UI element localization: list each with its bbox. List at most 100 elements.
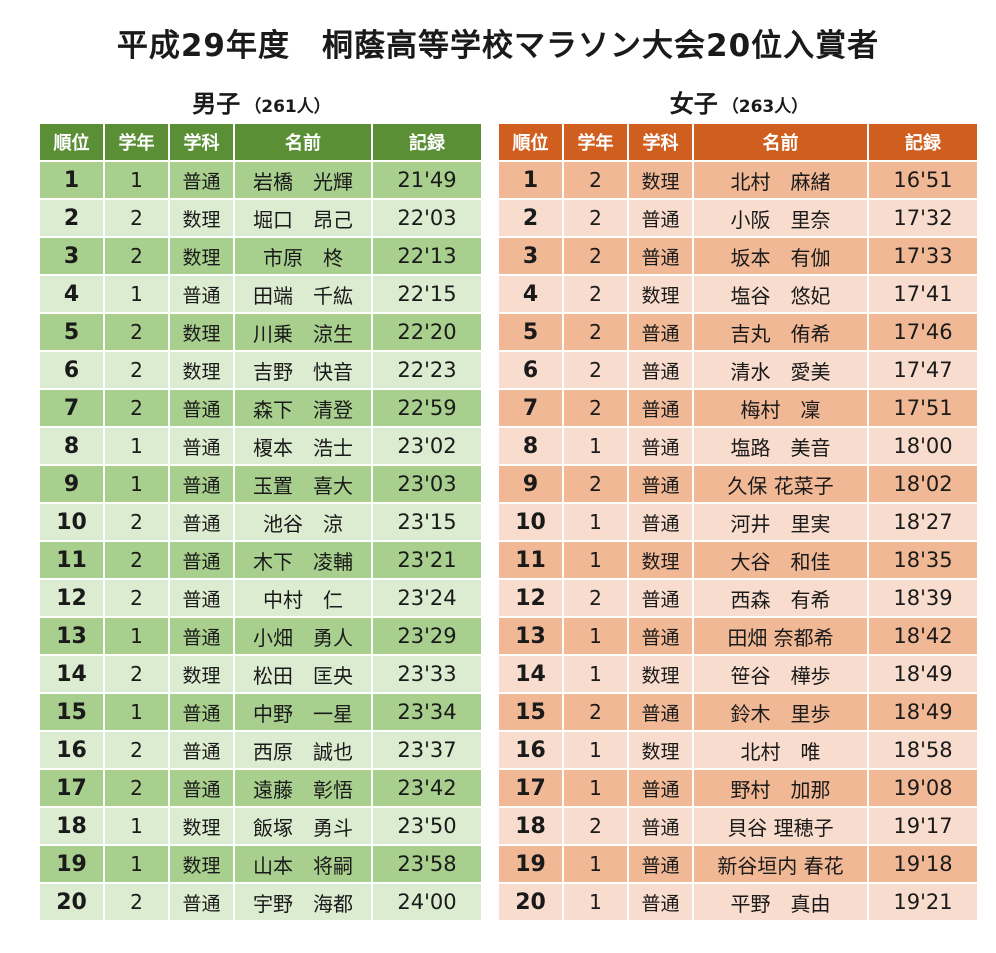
department-cell: 普通 (170, 580, 233, 616)
girls-section: 女子 （263人） 順位 学年 学科 名前 記録 1 2 数理 北村 麻緒 16'51 2 2… (499, 86, 979, 922)
girls-heading: 女子 （263人） (499, 86, 979, 122)
table-row: 10 1 普通 河井 里実 18'27 (499, 504, 977, 540)
name-cell: 池谷 涼 (235, 504, 371, 540)
name-cell: 岩橋 光輝 (235, 162, 371, 198)
record-cell: 22'59 (373, 390, 481, 426)
name-cell: 宇野 海都 (235, 884, 371, 920)
table-row: 13 1 普通 田畑 奈都希 18'42 (499, 618, 977, 654)
record-cell: 23'29 (373, 618, 481, 654)
table-row: 20 1 普通 平野 真由 19'21 (499, 884, 977, 920)
name-cell: 坂本 有伽 (694, 238, 867, 274)
department-cell: 普通 (629, 390, 692, 426)
name-cell: 森下 清登 (235, 390, 371, 426)
record-cell: 18'27 (869, 504, 977, 540)
name-cell: 中村 仁 (235, 580, 371, 616)
record-cell: 18'00 (869, 428, 977, 464)
grade-cell: 1 (564, 884, 627, 920)
rank-cell: 6 (499, 352, 562, 388)
table-row: 5 2 数理 川乗 涼生 22'20 (40, 314, 481, 350)
name-cell: 榎本 浩士 (235, 428, 371, 464)
rank-cell: 7 (499, 390, 562, 426)
department-cell: 普通 (629, 200, 692, 236)
department-cell: 数理 (170, 200, 233, 236)
grade-cell: 1 (105, 694, 168, 730)
grade-cell: 2 (105, 238, 168, 274)
table-row: 11 2 普通 木下 凌輔 23'21 (40, 542, 481, 578)
department-cell: 数理 (629, 542, 692, 578)
header-department: 学科 (170, 124, 233, 160)
rank-cell: 7 (40, 390, 103, 426)
record-cell: 23'33 (373, 656, 481, 692)
name-cell: 塩谷 悠妃 (694, 276, 867, 312)
table-row: 14 1 数理 笹谷 樺歩 18'49 (499, 656, 977, 692)
table-row: 19 1 普通 新谷垣内 春花 19'18 (499, 846, 977, 882)
department-cell: 数理 (629, 656, 692, 692)
rank-cell: 9 (40, 466, 103, 502)
name-cell: 平野 真由 (694, 884, 867, 920)
rank-cell: 9 (499, 466, 562, 502)
table-row: 1 2 数理 北村 麻緒 16'51 (499, 162, 977, 198)
header-rank: 順位 (40, 124, 103, 160)
name-cell: 飯塚 勇斗 (235, 808, 371, 844)
table-row: 2 2 数理 堀口 昂己 22'03 (40, 200, 481, 236)
grade-cell: 1 (105, 846, 168, 882)
department-cell: 普通 (629, 466, 692, 502)
name-cell: 川乗 涼生 (235, 314, 371, 350)
department-cell: 普通 (629, 846, 692, 882)
name-cell: 鈴木 里歩 (694, 694, 867, 730)
name-cell: 西森 有希 (694, 580, 867, 616)
table-row: 2 2 普通 小阪 里奈 17'32 (499, 200, 977, 236)
name-cell: 玉置 喜大 (235, 466, 371, 502)
name-cell: 山本 将嗣 (235, 846, 371, 882)
grade-cell: 2 (105, 504, 168, 540)
rank-cell: 8 (499, 428, 562, 464)
table-row: 4 2 数理 塩谷 悠妃 17'41 (499, 276, 977, 312)
boys-section: 男子 （261人） 順位 学年 学科 名前 記録 1 1 普通 岩橋 光輝 21'49 2 2… (40, 86, 483, 922)
record-cell: 17'41 (869, 276, 977, 312)
table-row: 16 1 数理 北村 唯 18'58 (499, 732, 977, 768)
record-cell: 17'46 (869, 314, 977, 350)
grade-cell: 1 (564, 428, 627, 464)
record-cell: 17'47 (869, 352, 977, 388)
grade-cell: 1 (564, 732, 627, 768)
department-cell: 普通 (170, 884, 233, 920)
department-cell: 普通 (629, 428, 692, 464)
table-row: 3 2 数理 市原 柊 22'13 (40, 238, 481, 274)
table-row: 8 1 普通 塩路 美音 18'00 (499, 428, 977, 464)
rank-cell: 20 (40, 884, 103, 920)
rank-cell: 11 (40, 542, 103, 578)
rank-cell: 12 (499, 580, 562, 616)
name-cell: 堀口 昂己 (235, 200, 371, 236)
table-row: 9 2 普通 久保 花菜子 18'02 (499, 466, 977, 502)
department-cell: 数理 (170, 808, 233, 844)
header-grade: 学年 (564, 124, 627, 160)
boys-rows: 1 1 普通 岩橋 光輝 21'49 2 2 数理 堀口 昂己 22'03 3 2 数理 市原 柊 22'1… (40, 162, 481, 920)
header-record: 記録 (373, 124, 481, 160)
table-row: 12 2 普通 中村 仁 23'24 (40, 580, 481, 616)
name-cell: 中野 一星 (235, 694, 371, 730)
department-cell: 普通 (629, 580, 692, 616)
header-name: 名前 (694, 124, 867, 160)
rank-cell: 10 (499, 504, 562, 540)
record-cell: 18'49 (869, 656, 977, 692)
grade-cell: 2 (105, 542, 168, 578)
grade-cell: 2 (105, 352, 168, 388)
record-cell: 17'32 (869, 200, 977, 236)
rank-cell: 13 (499, 618, 562, 654)
department-cell: 普通 (170, 162, 233, 198)
table-row: 6 2 数理 吉野 快音 22'23 (40, 352, 481, 388)
table-header-row: 順位 学年 学科 名前 記録 (499, 124, 977, 160)
rank-cell: 18 (40, 808, 103, 844)
grade-cell: 2 (105, 580, 168, 616)
table-row: 15 2 普通 鈴木 里歩 18'49 (499, 694, 977, 730)
rank-cell: 17 (499, 770, 562, 806)
record-cell: 22'13 (373, 238, 481, 274)
department-cell: 普通 (170, 276, 233, 312)
table-row: 9 1 普通 玉置 喜大 23'03 (40, 466, 481, 502)
rank-cell: 18 (499, 808, 562, 844)
grade-cell: 1 (105, 618, 168, 654)
grade-cell: 2 (105, 770, 168, 806)
grade-cell: 2 (564, 276, 627, 312)
name-cell: 新谷垣内 春花 (694, 846, 867, 882)
name-cell: 梅村 凜 (694, 390, 867, 426)
